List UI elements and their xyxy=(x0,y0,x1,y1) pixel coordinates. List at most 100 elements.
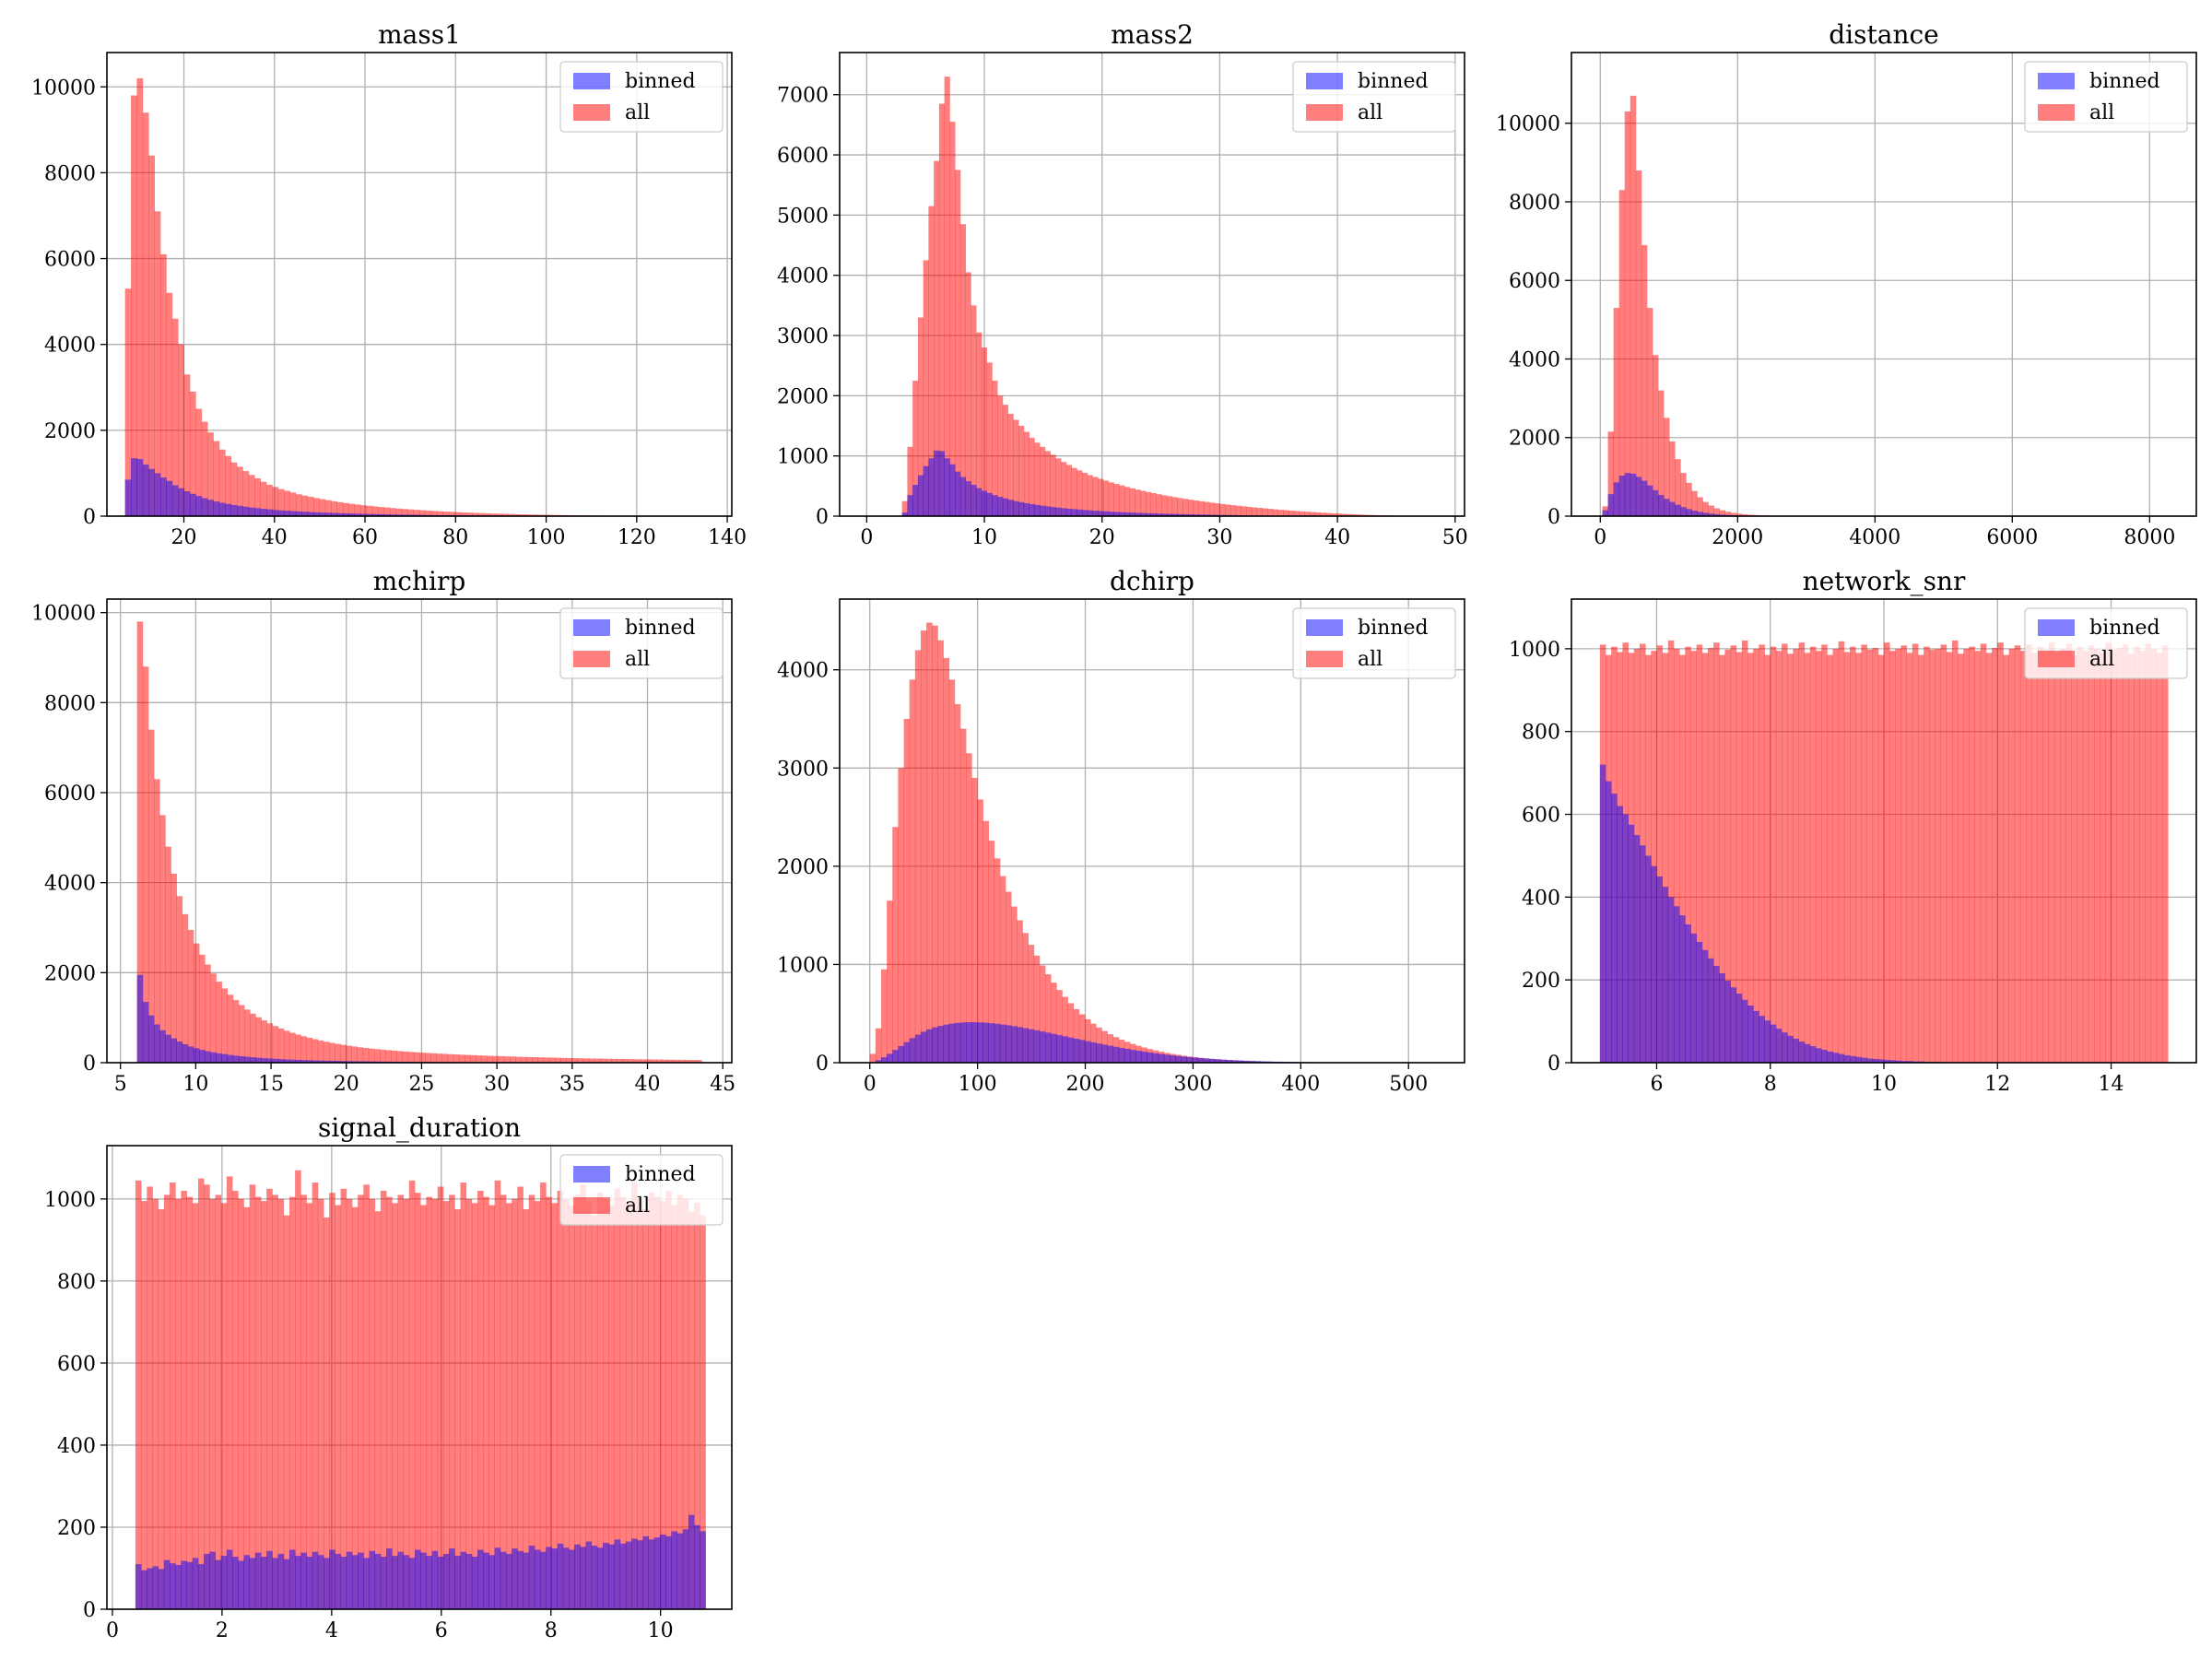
bar-all xyxy=(1917,654,1924,1063)
bar-all xyxy=(1686,482,1692,516)
bar-all xyxy=(656,1059,663,1063)
bar-all xyxy=(295,494,302,516)
bar-all xyxy=(248,475,255,516)
bar-all xyxy=(163,1194,171,1609)
bar-all xyxy=(898,768,904,1063)
bar-all xyxy=(1872,647,1879,1063)
bar-binned xyxy=(875,1060,882,1063)
bar-all xyxy=(454,512,462,516)
bar-binned xyxy=(1065,508,1072,516)
bar-all xyxy=(513,513,520,516)
bar-all xyxy=(591,1215,598,1609)
bar-binned xyxy=(1730,987,1737,1063)
bar-all xyxy=(907,446,913,516)
bar-all xyxy=(171,318,179,516)
bar-binned xyxy=(1690,933,1697,1063)
bar-all xyxy=(2026,644,2032,1063)
bar-binned xyxy=(1187,514,1194,516)
bar-all xyxy=(373,1049,381,1063)
bar-all xyxy=(534,1201,541,1609)
bar-binned xyxy=(369,1550,376,1609)
x-tick-label: 0 xyxy=(1594,526,1606,549)
bar-binned xyxy=(1044,1032,1052,1063)
bar-binned xyxy=(1651,865,1657,1063)
bar-all xyxy=(1630,95,1637,516)
bar-all xyxy=(1028,945,1035,1063)
chart-title: distance xyxy=(1829,19,1938,50)
bar-binned xyxy=(1033,1030,1041,1063)
bar-all xyxy=(454,1209,461,1609)
bar-all xyxy=(324,500,332,516)
bar-all xyxy=(1724,512,1732,516)
histogram-panel-network_snr: 6 8 10 12 14 0 200 400 600 800 1000 network_snrbinn… xyxy=(1509,566,2197,1096)
legend-swatch-all xyxy=(573,104,610,121)
legend-label-binned: binned xyxy=(1358,70,1429,93)
bar-binned xyxy=(1804,1043,1811,1063)
bar-binned xyxy=(178,488,184,516)
bar-all xyxy=(254,478,261,516)
bar-binned xyxy=(959,1022,967,1063)
bar-binned xyxy=(131,458,137,517)
bar-all xyxy=(585,1201,593,1609)
bar-all xyxy=(385,1050,392,1063)
bar-binned xyxy=(1175,1055,1182,1063)
bar-binned xyxy=(546,1547,552,1609)
bar-all xyxy=(1685,646,1691,1063)
x-tick-label: 4000 xyxy=(1849,526,1900,549)
bar-all xyxy=(430,1053,437,1063)
bar-all xyxy=(147,1186,153,1609)
bar-all xyxy=(1230,505,1237,516)
bar-all xyxy=(1690,651,1697,1063)
bar-all xyxy=(362,1047,370,1063)
x-tick-label: 60 xyxy=(352,526,378,549)
bar-binned xyxy=(176,1041,183,1063)
x-tick-label: 40 xyxy=(1324,526,1350,549)
bar-all xyxy=(633,1059,641,1063)
bar-all xyxy=(606,1058,612,1063)
bar-all xyxy=(487,1055,494,1063)
bar-binned xyxy=(1679,915,1686,1063)
bar-all xyxy=(392,1203,398,1609)
bar-all xyxy=(2150,648,2158,1063)
histogram-panel-signal_duration: 0 2 4 6 8 10 0 200 400 600 800 1000 signal_durationb… xyxy=(44,1112,733,1642)
bar-binned xyxy=(1124,512,1131,516)
bar-all xyxy=(507,513,514,516)
bar-all xyxy=(1980,643,1987,1063)
bar-all xyxy=(489,513,497,516)
bar-all xyxy=(498,1055,505,1063)
bar-all xyxy=(1675,459,1681,516)
bar-all xyxy=(1702,501,1709,516)
bar-all xyxy=(357,1047,364,1063)
bar-all xyxy=(165,846,171,1063)
bar-binned xyxy=(360,513,367,516)
bar-all xyxy=(1082,472,1088,516)
bar-all xyxy=(1798,642,1806,1063)
bar-binned xyxy=(488,1555,495,1609)
y-tick-label: 10000 xyxy=(31,76,96,100)
bar-all xyxy=(226,1176,233,1609)
bar-binned xyxy=(898,1045,904,1063)
bar-all xyxy=(671,1205,677,1609)
bar-all xyxy=(532,1057,539,1063)
bar-all xyxy=(447,1053,454,1063)
bar-all xyxy=(901,500,908,516)
bar-all xyxy=(371,506,379,516)
bar-all xyxy=(986,362,993,516)
bar-all xyxy=(540,1182,547,1609)
bar-binned xyxy=(238,1560,244,1609)
bar-binned xyxy=(1082,510,1088,516)
y-tick-label: 4000 xyxy=(44,335,96,358)
bar-binned xyxy=(1775,1029,1783,1063)
bar-all xyxy=(1696,644,1703,1063)
bar-all xyxy=(875,1028,882,1063)
y-tick-label: 6000 xyxy=(777,145,829,168)
bar-binned xyxy=(351,1555,359,1609)
bar-all xyxy=(283,1215,290,1609)
bar-binned xyxy=(1895,1060,1901,1063)
bar-all xyxy=(2156,653,2163,1063)
bar-all xyxy=(1011,906,1018,1063)
y-tick-label: 6000 xyxy=(44,782,96,806)
bar-all xyxy=(1051,982,1057,1063)
bar-all xyxy=(521,1056,527,1063)
bar-binned xyxy=(1073,1039,1080,1063)
